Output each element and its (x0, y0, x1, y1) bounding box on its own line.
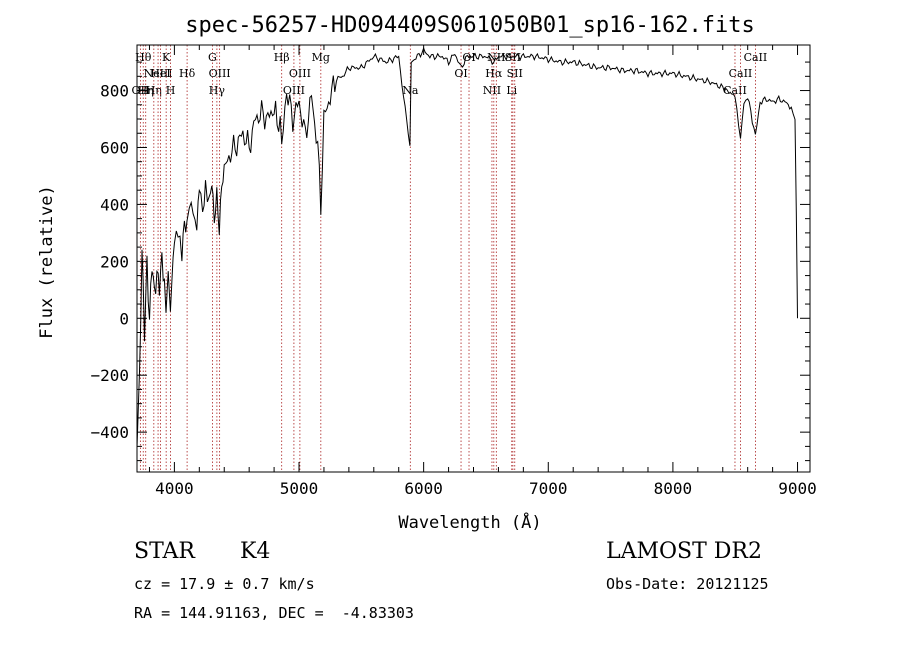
object-subclass: K4 (240, 539, 271, 564)
marker-label: OIII (209, 67, 231, 80)
chart-title: spec-56257-HD094409S061050B01_sp16-162.f… (185, 13, 755, 38)
marker-label: K (162, 51, 171, 64)
marker-label: CaII (744, 51, 768, 64)
tick-label: −400 (90, 423, 129, 442)
tick-label: 5000 (280, 479, 319, 498)
marker-label: Hη (146, 84, 162, 97)
tick-label: 800 (100, 82, 129, 101)
tick-label: 6000 (404, 479, 443, 498)
tick-label: −200 (90, 366, 129, 385)
marker-label: Hβ (274, 51, 290, 64)
marker-label: Hα (485, 67, 503, 80)
x-axis-label: Wavelength (Å) (398, 511, 541, 533)
marker-label: OIII (283, 84, 305, 97)
tick-label: 7000 (529, 479, 568, 498)
axis-ticks: 4000 5000 6000 7000 8000 9000 −400 −200 0 200 400 6… (90, 45, 817, 498)
marker-label: NII (487, 51, 505, 64)
redshift-velocity: cz = 17.9 ± 0.7 km/s (134, 575, 315, 593)
marker-label: OIII (289, 67, 311, 80)
marker-label: H (166, 84, 176, 97)
marker-label: Hθ (135, 51, 152, 64)
y-axis-label: Flux (relative) (37, 185, 57, 339)
marker-label: Mg (312, 51, 330, 64)
marker-label: Hδ (179, 67, 196, 80)
observation-date: Obs-Date: 20121125 (606, 575, 769, 593)
marker-label: CaII (729, 67, 753, 80)
line-markers: OIIHθHηHηNeIIIHeIKHHδGHγOIIIHβOIIIOIIIMg… (132, 45, 768, 472)
plot-frame (136, 44, 811, 473)
marker-label: OI (454, 67, 467, 80)
marker-label: NII (483, 84, 501, 97)
object-class: STAR (134, 539, 195, 564)
survey-name: LAMOST DR2 (606, 539, 762, 564)
spectrum-line (136, 46, 798, 449)
tick-label: 0 (119, 309, 129, 328)
tick-label: 600 (100, 138, 129, 157)
tick-label: 4000 (155, 479, 194, 498)
marker-label: G (208, 51, 217, 64)
marker-label: SII (507, 67, 523, 80)
marker-label: HeI (150, 67, 170, 80)
marker-label: Li (506, 84, 517, 97)
tick-label: 400 (100, 195, 129, 214)
tick-label: 8000 (654, 479, 693, 498)
marker-label: CaII (723, 84, 747, 97)
marker-label: Hγ (209, 84, 226, 97)
marker-label: NeIII (143, 67, 172, 80)
tick-label: 200 (100, 252, 129, 271)
ra-dec-coordinates: RA = 144.91163, DEC = -4.83303 (134, 604, 414, 622)
tick-label: 9000 (778, 479, 817, 498)
